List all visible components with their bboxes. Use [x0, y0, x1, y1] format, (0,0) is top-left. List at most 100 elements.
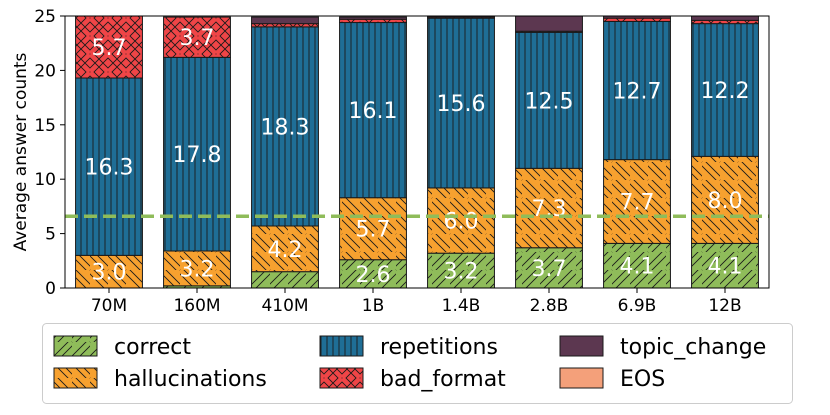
bar-hatch-hallucinations-70M [75, 255, 143, 288]
data-label-repetitions-1.4B: 15.6 [437, 92, 486, 117]
legend-label-topic-change: topic_change [620, 335, 766, 360]
bar-hatch-bad-format-6.9B [603, 18, 671, 22]
bar-topic-change-6.9B [603, 16, 671, 19]
bar-stack-160M: 3.2 17.8 3.7 [163, 16, 231, 289]
data-label-hallucinations-70M: 3.0 [92, 261, 127, 286]
legend-item-bad-format: bad_format [319, 367, 506, 392]
legend-swatch-outline-repetitions [319, 335, 364, 357]
x-tick-label-410M: 410M [261, 296, 308, 316]
y-axis-title: Average answer counts [11, 52, 31, 251]
legend-swatch-hatch-repetitions [320, 336, 363, 356]
bar-stack-1B: 2.6 5.7 16.1 [339, 16, 407, 289]
bar-hatch-repetitions-6.9B [603, 21, 671, 160]
data-label-hallucinations-12B: 8.0 [708, 189, 743, 214]
bar-hatch-bad-format-1.4B [427, 17, 495, 19]
x-tick-label-12B: 12B [708, 296, 741, 316]
bar-hatch-repetitions-2.8B [515, 32, 583, 169]
axes-frame [64, 15, 770, 289]
bar-hatch-repetitions-1B [339, 22, 407, 198]
bar-stack-70M: 3.0 16.3 5.7 [75, 15, 143, 289]
bar-hatch-repetitions-70M [75, 78, 143, 256]
y-tick-label-0: 0 [45, 279, 56, 299]
legend-label-eos: EOS [620, 367, 665, 392]
data-label-hallucinations-160M: 3.2 [180, 257, 215, 282]
bar-topic-change-1B [339, 17, 407, 20]
legend-item-hallucinations: hallucinations [53, 367, 267, 392]
bar-hatch-hallucinations-6.9B [603, 159, 671, 244]
legend-swatch-topic-change [560, 336, 603, 356]
bar-stack-12B: 4.1 8.0 12.2 [691, 15, 759, 289]
bar-hatch-hallucinations-410M [251, 225, 319, 272]
data-label-hallucinations-1B: 5.7 [356, 218, 391, 243]
data-label-bad-format-70M: 5.7 [92, 36, 127, 61]
axes: 0 5 10 15 20 25 70M 160M 410M 1B 1.4B 2.8B 6.9B 12B [34, 7, 770, 316]
y-tick-label-5: 5 [45, 225, 56, 245]
legend-item-repetitions: repetitions [319, 335, 498, 360]
legend-item-correct: correct [53, 335, 191, 360]
bar-stack-1.4B: 3.2 6.0 15.6 [427, 15, 495, 289]
bar-hatch-correct-6.9B [603, 243, 671, 288]
data-label-repetitions-410M: 18.3 [261, 115, 310, 140]
bar-topic-change-12B [691, 16, 759, 21]
bar-outline-bad-format-160M [163, 16, 231, 58]
legend-swatch-outline-hallucinations [53, 367, 98, 389]
bar-hatch-correct-2.8B [515, 247, 583, 288]
bar-hatch-bad-format-1B [339, 19, 407, 23]
legend-label-correct: correct [114, 335, 191, 360]
data-label-repetitions-1B: 16.1 [349, 99, 398, 124]
legend-label-bad-format: bad_format [380, 367, 506, 392]
bar-hatch-hallucinations-1B [339, 197, 407, 260]
bar-hatch-repetitions-160M [163, 57, 231, 252]
y-tick-label-15: 15 [34, 116, 56, 136]
data-label-correct-1.4B: 3.2 [444, 260, 479, 285]
data-label-correct-2.8B: 3.7 [532, 257, 567, 282]
data-label-correct-1B: 2.6 [356, 263, 391, 288]
data-label-repetitions-2.8B: 12.5 [525, 89, 574, 114]
bar-hatch-correct-1B [339, 259, 407, 288]
data-label-hallucinations-2.8B: 7.3 [532, 197, 567, 222]
bar-hatch-correct-160M [163, 285, 231, 288]
bar-hatch-hallucinations-2.8B [515, 168, 583, 248]
legend-swatch-hatch-hallucinations [54, 368, 97, 388]
x-tick-label-1.4B: 1.4B [442, 296, 481, 316]
legend-swatch-hatch-bad-format [320, 368, 363, 388]
bar-hatch-hallucinations-160M [163, 251, 231, 286]
bar-topic-change-410M [251, 17, 319, 24]
x-tick-label-70M: 70M [91, 296, 127, 316]
bar-hatch-bad-format-410M [251, 23, 319, 27]
bar-hatch-correct-12B [691, 243, 759, 288]
data-label-hallucinations-410M: 4.2 [268, 238, 303, 263]
bar-hatch-correct-1.4B [427, 253, 495, 288]
bar-hatch-hallucinations-12B [691, 156, 759, 244]
legend-swatch-outline-correct [53, 335, 98, 357]
legend-item-topic-change: topic_change [559, 335, 766, 360]
y-tick-label-25: 25 [34, 7, 56, 27]
legend-item-eos: EOS [559, 367, 665, 392]
y-tick-label-20: 20 [34, 61, 56, 81]
bar-hatch-correct-410M [251, 271, 319, 288]
bar-topic-change-2.8B [515, 16, 583, 32]
bar-hatch-repetitions-12B [691, 23, 759, 157]
data-label-hallucinations-1.4B: 6.0 [444, 210, 479, 235]
bar-hatch-bad-format-12B [691, 20, 759, 24]
x-tick-label-2.8B: 2.8B [530, 296, 569, 316]
legend-label-repetitions: repetitions [380, 335, 498, 360]
data-label-repetitions-70M: 16.3 [85, 156, 134, 181]
legend-swatch-eos [560, 368, 603, 388]
legend-swatch-hatch-correct [54, 336, 97, 356]
x-tick-label-160M: 160M [173, 296, 220, 316]
data-label-bad-format-160M: 3.7 [180, 26, 215, 51]
bar-hatch-bad-format-70M [75, 16, 143, 79]
bar-stack-410M: 4.2 18.3 [251, 16, 319, 289]
bar-hatch-bad-format-2.8B [515, 31, 583, 33]
bar-hatch-bad-format-160M [163, 17, 231, 58]
data-label-repetitions-160M: 17.8 [173, 143, 222, 168]
y-tick-label-10: 10 [34, 170, 56, 190]
legend: correct hallucinations repetitions bad_form… [42, 323, 793, 404]
bar-hatch-repetitions-1.4B [427, 18, 495, 188]
legend-swatch-outline-topic-change [559, 335, 604, 357]
bar-hatch-repetitions-410M [251, 26, 319, 226]
bar-outline-topic-change-410M [251, 16, 319, 25]
data-label-hallucinations-6.9B: 7.7 [620, 191, 655, 216]
